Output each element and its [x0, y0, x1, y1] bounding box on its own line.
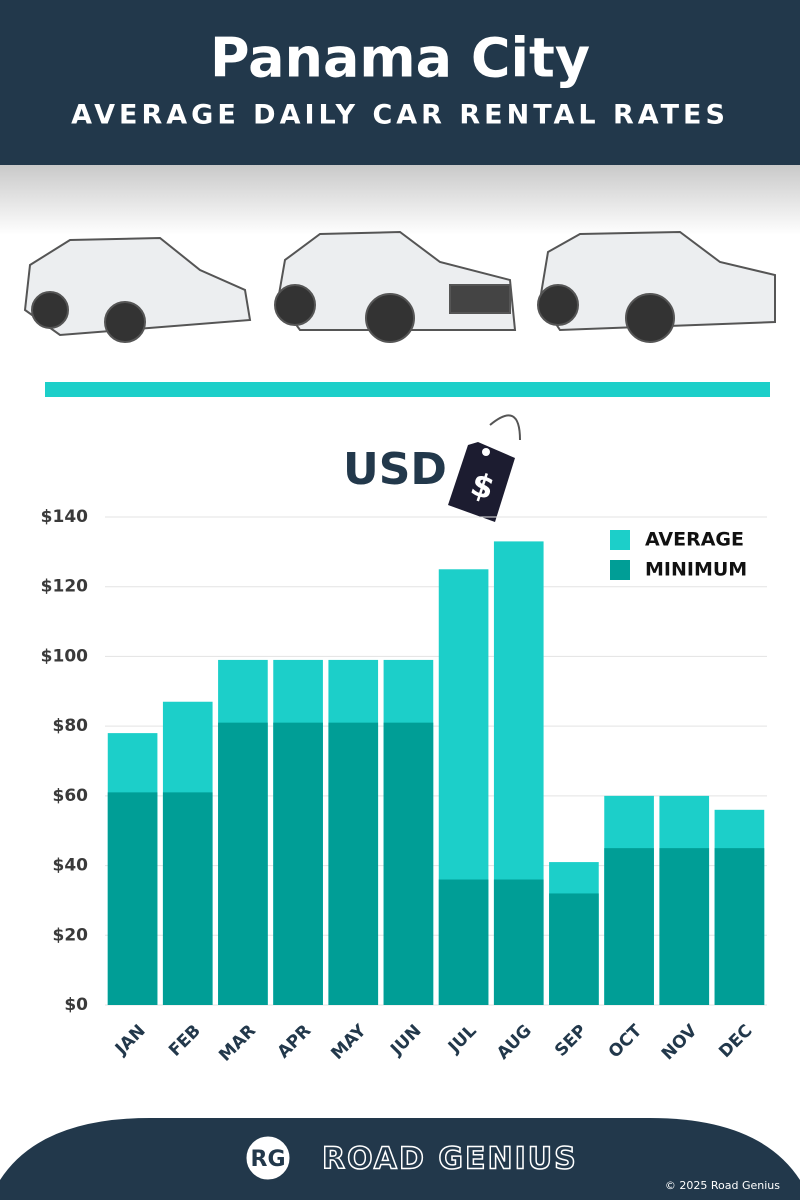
legend-swatch — [610, 530, 630, 550]
bar — [493, 879, 544, 1005]
bar — [273, 722, 323, 1005]
title: Panama City — [210, 27, 590, 90]
x-tick-label: OCT — [605, 1021, 647, 1063]
bar — [328, 722, 379, 1005]
bar — [549, 893, 599, 1005]
y-tick-label: $60 — [53, 786, 89, 806]
x-tick-label: APR — [274, 1021, 316, 1063]
x-tick-label: MAR — [215, 1021, 260, 1066]
legend-swatch — [610, 560, 630, 580]
x-tick-label: MAY — [327, 1020, 370, 1063]
bar — [218, 722, 268, 1005]
x-tick-label: AUG — [493, 1021, 536, 1064]
x-tick-label: JAN — [111, 1021, 150, 1060]
legend-label: AVERAGE — [645, 529, 744, 551]
bar — [659, 848, 710, 1005]
legend-label: MINIMUM — [645, 559, 747, 581]
y-tick-label: $0 — [64, 995, 88, 1015]
header — [0, 0, 800, 165]
bar — [107, 792, 158, 1005]
logo-badge — [243, 1133, 293, 1183]
y-tick-label: $120 — [41, 577, 88, 597]
bar — [604, 848, 654, 1005]
y-tick-label: $20 — [53, 925, 89, 945]
price-tag: $ — [448, 414, 521, 522]
copyright: © 2025 Road Genius — [665, 1179, 780, 1192]
unit-label: USD — [343, 444, 447, 495]
x-tick-label: NOV — [658, 1020, 702, 1064]
x-tick-label: FEB — [165, 1021, 205, 1061]
y-tick-label: $40 — [53, 856, 89, 876]
divider — [45, 382, 770, 397]
brand: ROAD GENIUS — [322, 1142, 578, 1177]
y-tick-label: $80 — [53, 716, 89, 736]
cars — [23, 230, 776, 343]
x-tick-label: DEC — [715, 1021, 756, 1062]
footer — [0, 1118, 800, 1200]
bar — [714, 848, 765, 1005]
x-tick-label: SEP — [551, 1021, 591, 1061]
bar — [383, 722, 434, 1005]
bar — [162, 792, 213, 1005]
y-tick-label: $100 — [41, 646, 88, 666]
y-tick-label: $140 — [41, 507, 88, 527]
x-tick-label: JUN — [386, 1021, 425, 1060]
subtitle: AVERAGE DAILY CAR RENTAL RATES — [71, 100, 729, 131]
x-tick-label: JUL — [444, 1021, 481, 1058]
bar — [438, 879, 489, 1005]
logo: RG — [251, 1147, 286, 1172]
